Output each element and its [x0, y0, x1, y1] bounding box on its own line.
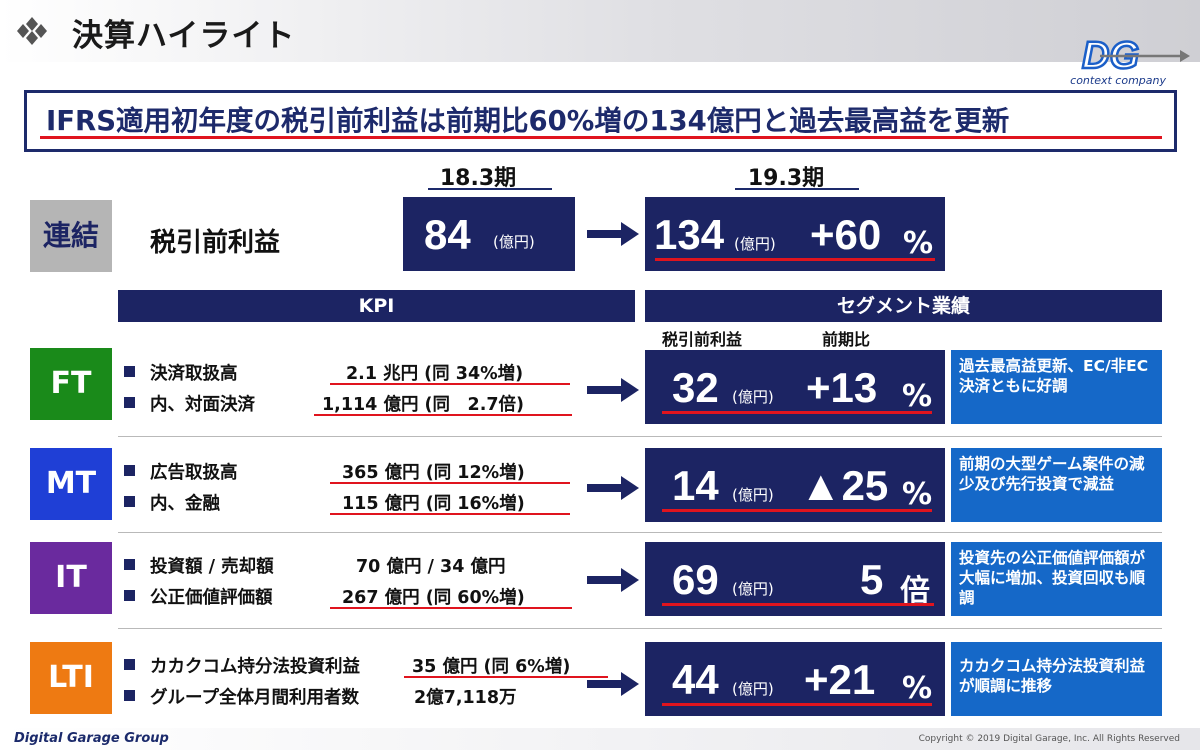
kpi-value: 267 億円 (同 60%増): [342, 588, 525, 608]
consolidated-prev-box: [403, 197, 575, 271]
segment-unit: (億円): [732, 388, 774, 406]
headline-text: IFRS適用初年度の税引前利益は前期比60%増の134億円と過去最高益を更新: [46, 105, 1010, 137]
footer-copyright: Copyright © 2019 Digital Garage, Inc. Al…: [918, 734, 1180, 744]
segment-change: 5: [860, 556, 884, 603]
segment-change: ▲25: [800, 462, 889, 509]
bullet-icon: [124, 559, 135, 570]
kpi-underline: [404, 676, 608, 678]
kpi-value: 2億7,118万: [414, 688, 517, 708]
bullet-icon: [124, 366, 135, 377]
bullet-icon: [124, 397, 135, 408]
kpi-label: 決済取扱高: [150, 364, 238, 384]
bullet-icon: [124, 659, 135, 670]
kpi-underline: [330, 383, 570, 385]
segment-comment: 過去最高益更新、EC/非EC決済ともに好調: [951, 350, 1162, 424]
segment-unit: (億円): [732, 680, 774, 698]
diamond-bullet-icon: [17, 17, 47, 45]
segment-comment: 投資先の公正価値評価額が大幅に増加、投資回収も順調: [951, 542, 1162, 616]
consolidated-change: +60: [810, 211, 882, 258]
segment-tag-ft: FT: [30, 348, 112, 420]
kpi-value: 1,114 億円 (同 2.7倍): [322, 395, 525, 415]
segment-underline: [662, 603, 934, 606]
header-bar: [0, 0, 1200, 62]
kpi-value: 2.1 兆円 (同 34%増): [346, 364, 524, 384]
segment-change: +21: [804, 656, 876, 703]
arrow-right-icon: [587, 378, 639, 402]
segment-change: +13: [806, 364, 878, 411]
segment-profit: 14: [672, 462, 719, 509]
consolidated-underline: [655, 258, 935, 261]
headline-box: [24, 90, 1177, 152]
kpi-underline: [330, 482, 570, 484]
segment-unit: (億円): [732, 486, 774, 504]
kpi-value: 70 億円 / 34 億円: [356, 557, 506, 577]
kpi-value: 35 億円 (同 6%増): [412, 657, 571, 677]
segment-profit: 44: [672, 656, 719, 703]
segment-underline: [662, 703, 932, 706]
segment-subheader-yoy: 前期比: [822, 330, 871, 349]
segment-tag-mt: MT: [30, 448, 112, 520]
bullet-icon: [124, 496, 135, 507]
consolidated-tag: 連結: [30, 200, 112, 272]
arrow-right-icon: [587, 568, 639, 592]
segment-subheader-profit: 税引前利益: [662, 330, 743, 349]
kpi-underline: [330, 513, 570, 515]
bullet-icon: [124, 690, 135, 701]
consolidated-prev-value: 84: [424, 211, 471, 258]
segment-profit: 69: [672, 556, 719, 603]
segment-header: セグメント業績: [645, 290, 1162, 322]
segment-tag-it: IT: [30, 542, 112, 614]
bullet-icon: [124, 590, 135, 601]
kpi-label: 公正価値評価額: [150, 588, 273, 608]
kpi-label: 内、金融: [150, 494, 220, 514]
footer-bar: [0, 728, 1200, 750]
segment-underline: [662, 411, 932, 414]
row-separator: [118, 628, 1162, 629]
bullet-icon: [124, 465, 135, 476]
consolidated-prev-unit: (億円): [493, 233, 535, 251]
segment-tag-lti: LTI: [30, 642, 112, 714]
kpi-label: グループ全体月間利用者数: [150, 688, 359, 708]
kpi-underline: [330, 607, 572, 609]
kpi-label: 広告取扱高: [150, 463, 238, 483]
page-title: 決算ハイライト: [72, 18, 296, 54]
period-prev-underline: [428, 188, 552, 190]
arrow-right-icon: [587, 476, 639, 500]
arrow-right-icon: [587, 222, 639, 246]
kpi-header: KPI: [118, 290, 635, 322]
segment-change-unit: %: [902, 477, 933, 512]
kpi-value: 115 億円 (同 16%増): [342, 494, 525, 514]
kpi-label: 内、対面決済: [150, 395, 255, 415]
period-curr-label: 19.3期: [747, 166, 825, 191]
segment-underline: [662, 509, 932, 512]
period-prev-label: 18.3期: [439, 166, 517, 191]
kpi-label: 投資額 / 売却額: [150, 557, 274, 577]
row-separator: [118, 436, 1162, 437]
dg-logo-icon: DG: [1081, 34, 1190, 78]
logo-tagline: context company: [1070, 74, 1166, 87]
segment-change-unit: %: [902, 379, 933, 414]
footer-brand: Digital Garage Group: [14, 731, 169, 746]
row-separator: [118, 532, 1162, 533]
segment-comment: 前期の大型ゲーム案件の減少及び先行投資で減益: [951, 448, 1162, 522]
kpi-underline: [314, 414, 572, 416]
consolidated-curr-value: 134: [654, 211, 725, 258]
consolidated-change-unit: %: [903, 226, 934, 261]
segment-change-unit: %: [902, 671, 933, 706]
arrow-right-icon: [587, 672, 639, 696]
consolidated-label: 税引前利益: [150, 228, 281, 258]
segment-unit: (億円): [732, 580, 774, 598]
kpi-label: カカクコム持分法投資利益: [150, 657, 360, 677]
segment-profit: 32: [672, 364, 719, 411]
segment-comment: カカクコム持分法投資利益が順調に推移: [951, 642, 1162, 716]
kpi-value: 365 億円 (同 12%増): [342, 463, 525, 483]
headline-underline: [40, 136, 1162, 139]
consolidated-curr-unit: (億円): [734, 235, 776, 253]
period-curr-underline: [735, 188, 859, 190]
